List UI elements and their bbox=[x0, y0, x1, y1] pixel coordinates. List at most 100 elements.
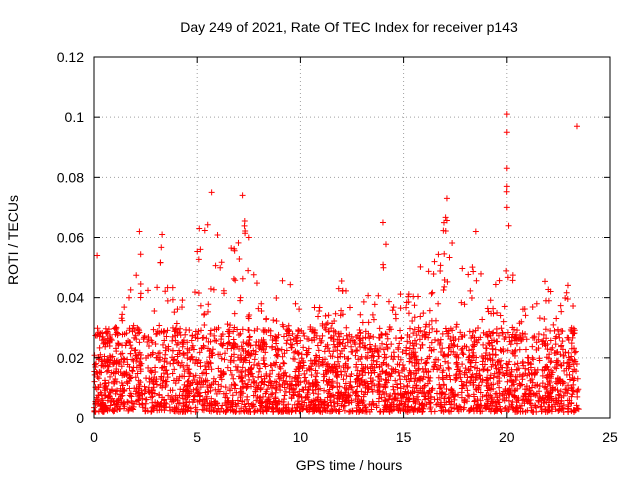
data-point bbox=[145, 336, 152, 343]
data-point bbox=[463, 379, 470, 386]
data-point bbox=[553, 333, 560, 340]
data-point bbox=[553, 315, 560, 322]
data-point bbox=[411, 326, 418, 333]
data-point bbox=[377, 345, 384, 352]
data-point bbox=[120, 387, 127, 394]
data-point bbox=[296, 306, 303, 313]
data-point bbox=[397, 327, 404, 334]
data-point bbox=[110, 398, 117, 405]
data-point bbox=[278, 346, 285, 353]
data-point bbox=[470, 391, 477, 398]
data-point bbox=[443, 385, 450, 392]
data-point bbox=[258, 308, 265, 315]
data-point bbox=[359, 381, 366, 388]
data-point bbox=[148, 337, 155, 344]
data-point bbox=[319, 332, 326, 339]
data-point bbox=[200, 311, 207, 318]
data-point bbox=[243, 385, 250, 392]
data-point bbox=[549, 385, 556, 392]
data-point bbox=[435, 251, 442, 258]
data-point bbox=[425, 334, 432, 341]
data-point bbox=[226, 385, 233, 392]
data-point bbox=[446, 344, 453, 351]
data-point bbox=[237, 389, 244, 396]
data-point bbox=[218, 259, 225, 266]
data-point bbox=[433, 328, 440, 335]
data-point bbox=[194, 335, 201, 342]
data-point bbox=[378, 394, 385, 401]
data-point bbox=[380, 360, 387, 367]
data-point bbox=[152, 364, 159, 371]
data-point bbox=[471, 398, 478, 405]
data-point bbox=[338, 278, 345, 285]
data-point bbox=[176, 347, 183, 354]
data-point bbox=[316, 335, 323, 342]
data-point bbox=[290, 355, 297, 362]
data-point bbox=[570, 361, 577, 368]
data-point bbox=[126, 374, 133, 381]
data-point bbox=[207, 331, 214, 338]
data-point bbox=[197, 363, 204, 370]
data-point bbox=[199, 396, 206, 403]
data-point bbox=[390, 349, 397, 356]
data-point bbox=[535, 331, 542, 338]
data-point bbox=[132, 346, 139, 353]
data-point bbox=[504, 329, 511, 336]
y-tick-label: 0.06 bbox=[57, 230, 84, 246]
data-point bbox=[234, 367, 241, 374]
data-point bbox=[192, 408, 199, 415]
data-point bbox=[357, 356, 364, 363]
data-point bbox=[364, 349, 371, 356]
data-point bbox=[430, 346, 437, 353]
data-point-peak bbox=[159, 231, 166, 238]
data-point bbox=[461, 301, 468, 308]
data-point bbox=[411, 405, 418, 412]
data-point bbox=[536, 383, 543, 390]
data-point bbox=[250, 392, 257, 399]
data-point bbox=[215, 324, 222, 331]
data-point bbox=[256, 398, 263, 405]
data-point bbox=[299, 365, 306, 372]
data-point bbox=[392, 377, 399, 384]
data-point bbox=[106, 359, 113, 366]
data-point bbox=[473, 405, 480, 412]
data-point bbox=[423, 360, 430, 367]
data-point bbox=[188, 388, 195, 395]
data-point bbox=[440, 404, 447, 411]
data-point bbox=[442, 227, 449, 234]
data-point bbox=[544, 346, 551, 353]
data-point bbox=[531, 402, 538, 409]
data-point bbox=[444, 352, 451, 359]
data-point bbox=[220, 340, 227, 347]
data-point bbox=[379, 340, 386, 347]
data-point bbox=[356, 370, 363, 377]
data-point bbox=[109, 353, 116, 360]
data-point bbox=[383, 361, 390, 368]
data-point bbox=[106, 393, 113, 400]
data-point bbox=[461, 399, 468, 406]
data-point bbox=[195, 328, 202, 335]
data-point bbox=[310, 326, 317, 333]
data-point bbox=[191, 289, 198, 296]
data-point bbox=[356, 327, 363, 334]
data-point bbox=[128, 393, 135, 400]
data-point bbox=[381, 391, 388, 398]
data-point bbox=[522, 346, 529, 353]
data-point bbox=[343, 394, 350, 401]
data-point bbox=[104, 386, 111, 393]
data-point bbox=[269, 336, 276, 343]
data-point bbox=[238, 369, 245, 376]
data-point bbox=[276, 375, 283, 382]
data-point bbox=[273, 385, 280, 392]
data-point bbox=[295, 375, 302, 382]
data-point bbox=[541, 316, 548, 323]
data-point bbox=[419, 332, 426, 339]
data-point bbox=[406, 378, 413, 385]
data-point bbox=[325, 312, 332, 319]
data-point bbox=[232, 277, 239, 284]
data-point bbox=[523, 336, 530, 343]
data-point bbox=[437, 349, 444, 356]
data-point bbox=[375, 395, 382, 402]
data-point bbox=[324, 381, 331, 388]
data-point bbox=[279, 353, 286, 360]
